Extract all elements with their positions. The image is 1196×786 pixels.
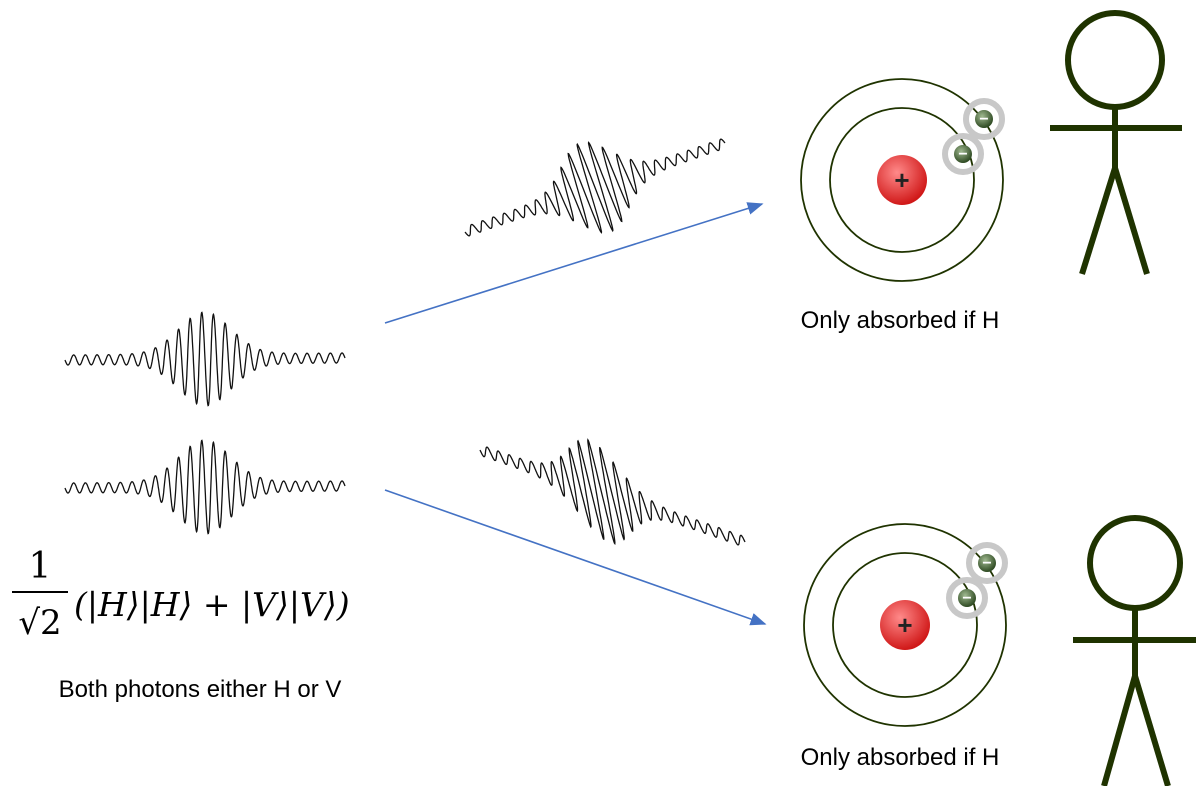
atom-label: Only absorbed if H (801, 744, 1000, 771)
nucleus-charge: + (897, 610, 912, 640)
arrow (385, 490, 765, 624)
photon-wave (480, 440, 745, 545)
diagram: + − − Only absorbed if H + − − Only abso… (0, 0, 1196, 786)
caption: Both photons either H or V (59, 676, 342, 703)
nucleus-charge: + (894, 165, 909, 195)
electron-charge: − (982, 555, 991, 572)
formula-state: (|H⟩|H⟩ + |V⟩|V⟩) (74, 585, 350, 624)
stick-figure (1050, 13, 1182, 274)
atom-label: Only absorbed if H (801, 307, 1000, 334)
formula-numerator: 1 (29, 546, 52, 587)
electron-charge: − (962, 590, 971, 607)
formula-denominator: √2 (18, 603, 61, 643)
electron-charge: − (979, 111, 988, 128)
stick-figure (1073, 518, 1196, 786)
electron-charge: − (958, 146, 967, 163)
photon-wave (65, 312, 345, 405)
arrow (385, 204, 762, 323)
photon-wave (465, 139, 725, 236)
page: {"formula": {"numerator": "1", "denomina… (0, 0, 1196, 786)
photon-wave (65, 440, 345, 533)
photon-waves (65, 139, 745, 545)
